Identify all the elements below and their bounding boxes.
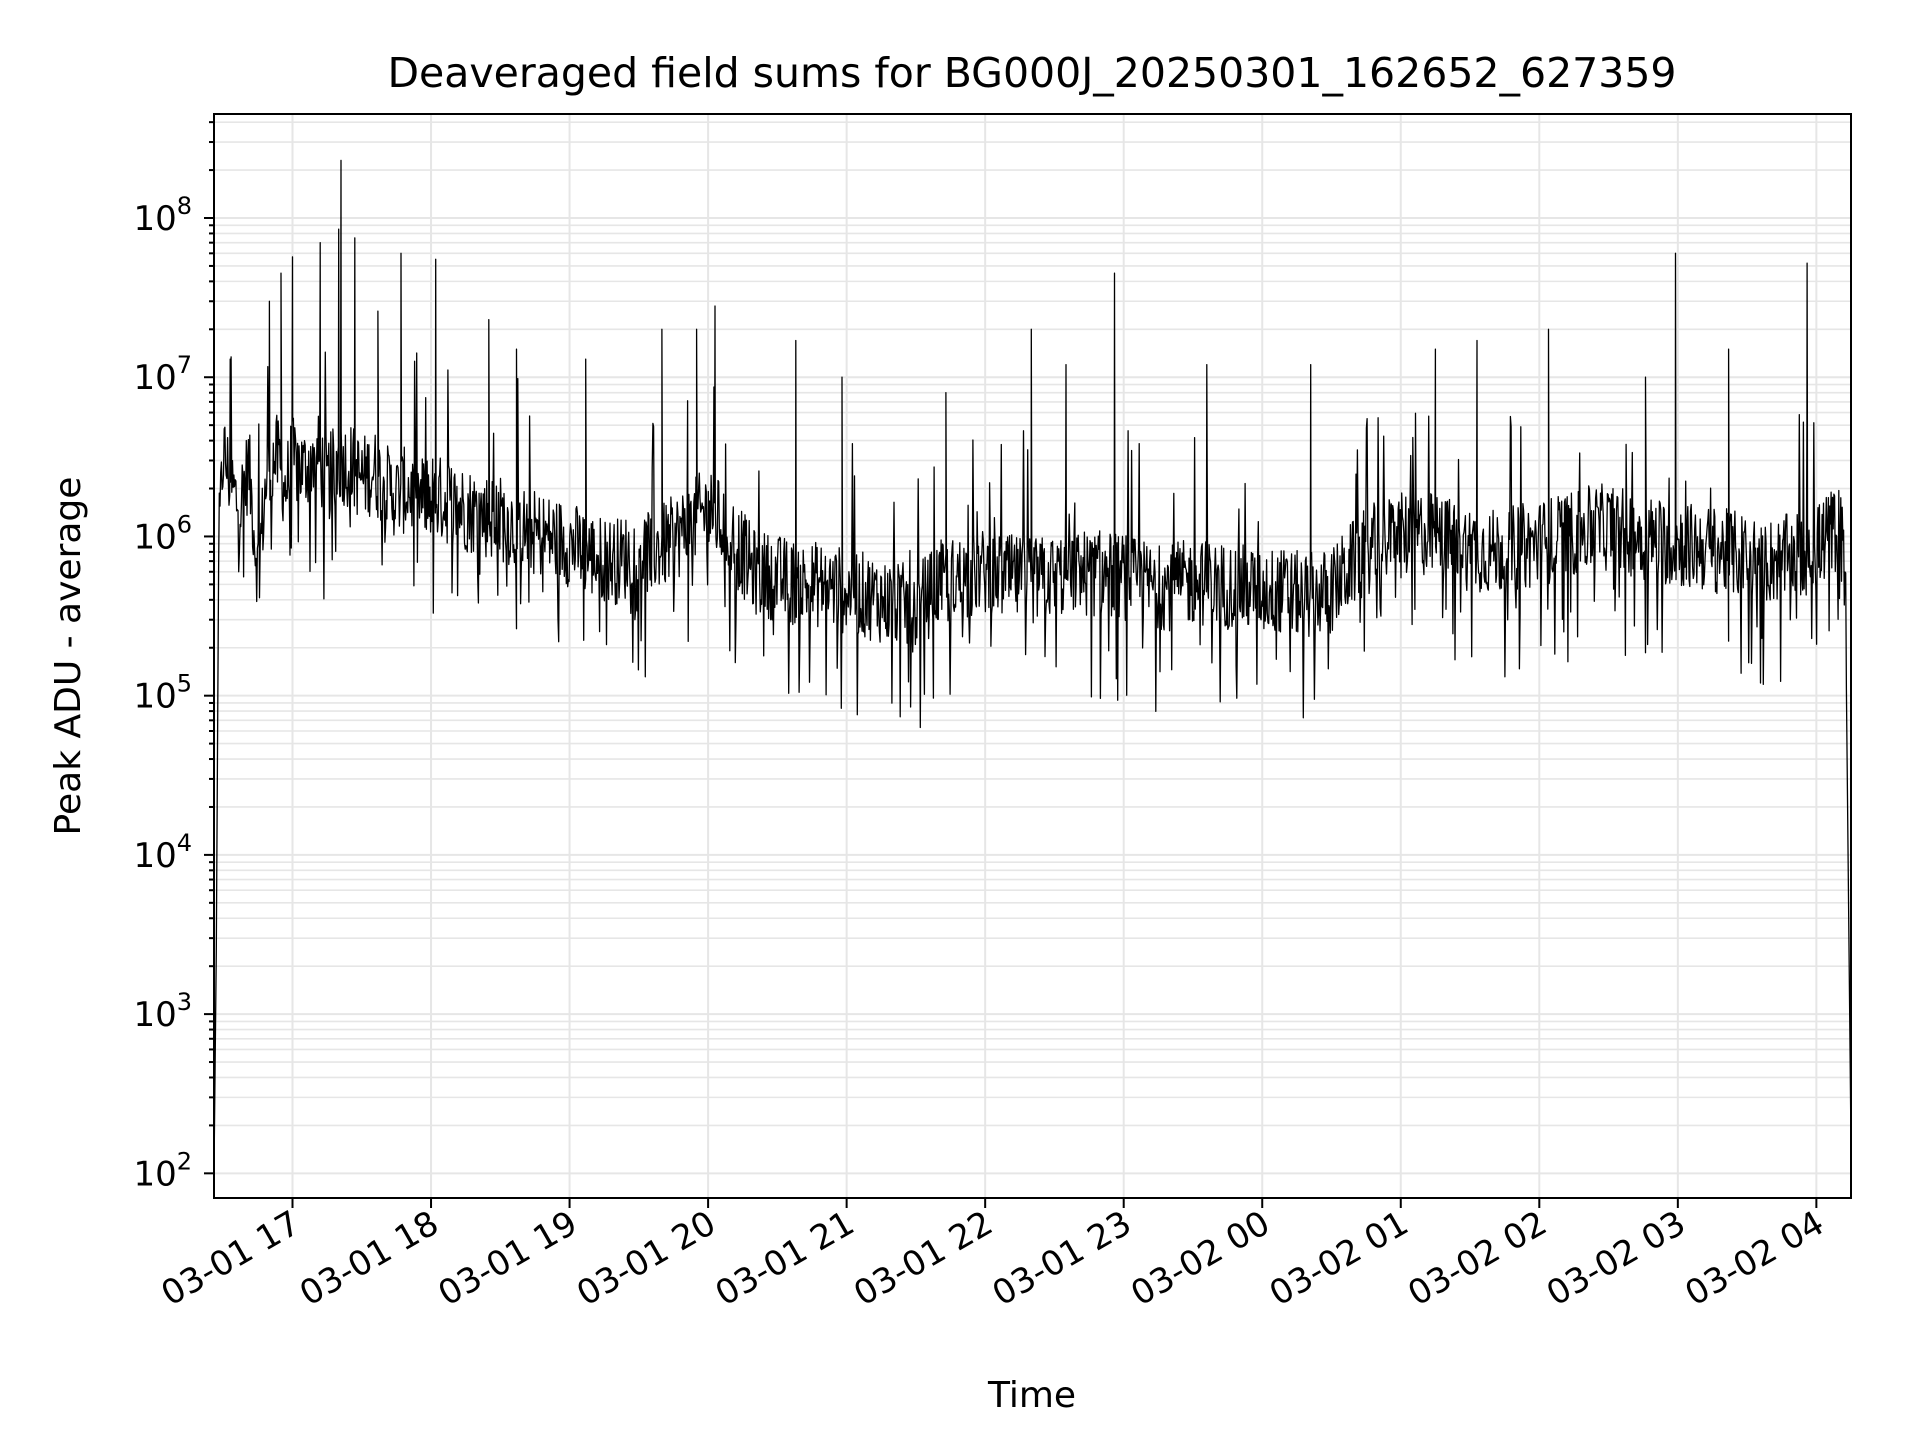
series-line [214,159,1851,1174]
y-tick-label: 107 [133,351,192,398]
y-tick-label: 103 [133,988,192,1035]
plot-frame [213,113,1852,1199]
y-tick-label: 108 [133,192,192,239]
series-line-layer [214,159,1851,1174]
y-tick-label: 105 [133,670,192,717]
chart-title: Deaveraged field sums for BG000J_2025030… [387,49,1676,97]
y-tick-label: 102 [133,1147,192,1194]
y-axis: 102 103 104 105 106 107 108 [133,121,214,1194]
y-axis-label: Peak ADU - average [48,477,89,836]
x-axis-label: Time [987,1375,1076,1416]
y-tick-label: 106 [133,510,192,557]
y-tick-label: 104 [133,829,192,876]
